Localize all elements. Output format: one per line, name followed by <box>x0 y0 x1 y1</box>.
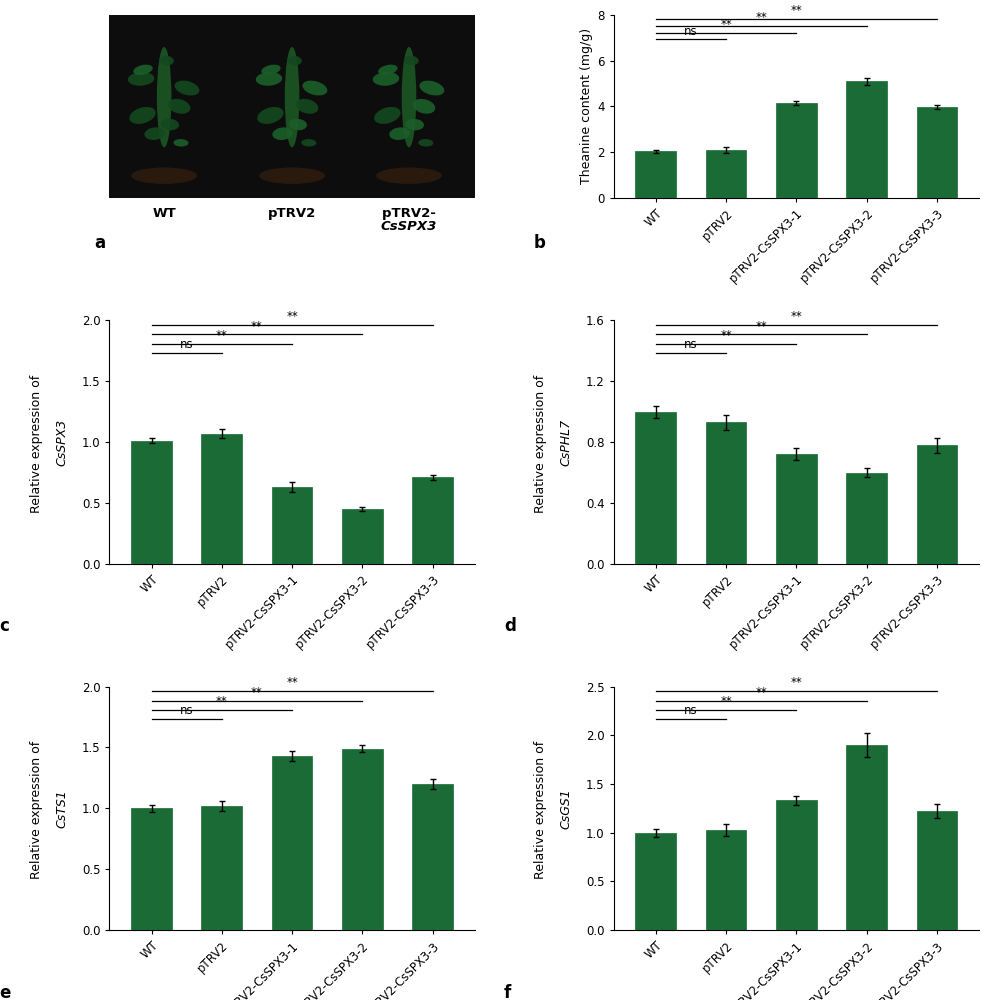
Text: **: ** <box>251 686 262 699</box>
Bar <box>706 150 746 198</box>
Text: **: ** <box>216 329 228 342</box>
Text: **: ** <box>790 676 802 689</box>
Bar <box>916 811 957 930</box>
Bar <box>916 445 957 564</box>
Bar <box>916 107 957 198</box>
Bar <box>846 81 887 198</box>
Bar <box>776 454 817 564</box>
Text: WT: WT <box>152 207 176 220</box>
Ellipse shape <box>374 107 401 124</box>
Text: f: f <box>504 984 511 1000</box>
Text: CsSPX3: CsSPX3 <box>56 418 69 466</box>
Text: **: ** <box>790 4 802 17</box>
Text: CsGS1: CsGS1 <box>560 788 573 829</box>
Bar <box>202 806 243 930</box>
Text: Relative expression of: Relative expression of <box>30 737 43 879</box>
Ellipse shape <box>287 56 302 65</box>
Ellipse shape <box>296 99 318 114</box>
Ellipse shape <box>413 99 435 114</box>
Ellipse shape <box>288 119 307 130</box>
Text: d: d <box>504 617 516 635</box>
Text: Relative expression of: Relative expression of <box>534 737 547 879</box>
Text: ns: ns <box>684 704 698 717</box>
Text: c: c <box>0 617 10 635</box>
Ellipse shape <box>257 107 283 124</box>
Text: CsTS1: CsTS1 <box>56 789 69 828</box>
Y-axis label: Theanine content (mg/g): Theanine content (mg/g) <box>580 28 593 184</box>
Text: ns: ns <box>180 338 194 351</box>
Bar <box>635 151 676 198</box>
Ellipse shape <box>255 72 282 86</box>
Ellipse shape <box>128 72 154 86</box>
Bar <box>271 487 312 564</box>
Ellipse shape <box>259 167 325 184</box>
Bar <box>635 833 676 930</box>
Bar <box>271 756 312 930</box>
Ellipse shape <box>129 107 156 124</box>
Ellipse shape <box>378 65 398 75</box>
Ellipse shape <box>131 167 197 184</box>
Bar <box>342 509 383 564</box>
Ellipse shape <box>173 139 189 147</box>
Bar <box>202 434 243 564</box>
Text: ns: ns <box>180 704 194 717</box>
Ellipse shape <box>301 139 316 147</box>
Ellipse shape <box>261 65 280 75</box>
Bar <box>131 808 172 930</box>
Ellipse shape <box>302 81 327 95</box>
Ellipse shape <box>402 47 416 147</box>
Text: Relative expression of: Relative expression of <box>30 371 43 513</box>
Text: **: ** <box>251 320 262 333</box>
Text: ns: ns <box>684 25 698 38</box>
Text: e: e <box>0 984 11 1000</box>
Bar <box>342 749 383 930</box>
Ellipse shape <box>373 72 400 86</box>
Ellipse shape <box>390 127 410 140</box>
Ellipse shape <box>144 127 165 140</box>
Bar <box>846 745 887 930</box>
Text: Relative expression of: Relative expression of <box>534 371 547 513</box>
Ellipse shape <box>133 65 153 75</box>
Text: pTRV2-⁠: pTRV2-⁠ <box>382 207 436 220</box>
Ellipse shape <box>418 139 433 147</box>
Text: **: ** <box>721 329 732 342</box>
Ellipse shape <box>159 56 174 65</box>
Ellipse shape <box>419 81 444 95</box>
Text: **: ** <box>721 695 732 708</box>
Ellipse shape <box>376 167 442 184</box>
Ellipse shape <box>175 81 200 95</box>
Text: pTRV2: pTRV2 <box>268 207 316 220</box>
Ellipse shape <box>405 56 418 65</box>
Text: b: b <box>533 234 545 252</box>
Text: **: ** <box>755 686 767 699</box>
Ellipse shape <box>168 99 191 114</box>
Text: **: ** <box>790 310 802 323</box>
Text: CsSPX3: CsSPX3 <box>381 220 437 233</box>
Text: **: ** <box>755 11 767 24</box>
Bar <box>131 441 172 564</box>
Text: **: ** <box>721 18 732 31</box>
Ellipse shape <box>272 127 293 140</box>
Ellipse shape <box>161 119 179 130</box>
Bar <box>776 800 817 930</box>
Text: **: ** <box>286 676 298 689</box>
Text: ns: ns <box>684 338 698 351</box>
Text: CsPHL7: CsPHL7 <box>560 419 573 466</box>
Bar <box>413 784 453 930</box>
Bar <box>635 412 676 564</box>
Bar <box>413 477 453 564</box>
Text: **: ** <box>216 695 228 708</box>
Text: **: ** <box>286 310 298 323</box>
Ellipse shape <box>284 47 299 147</box>
Bar <box>706 422 746 564</box>
Bar <box>846 473 887 564</box>
Ellipse shape <box>157 47 172 147</box>
Bar <box>776 103 817 198</box>
Ellipse shape <box>406 119 423 130</box>
Bar <box>706 830 746 930</box>
Text: a: a <box>94 234 105 252</box>
Text: **: ** <box>755 320 767 333</box>
